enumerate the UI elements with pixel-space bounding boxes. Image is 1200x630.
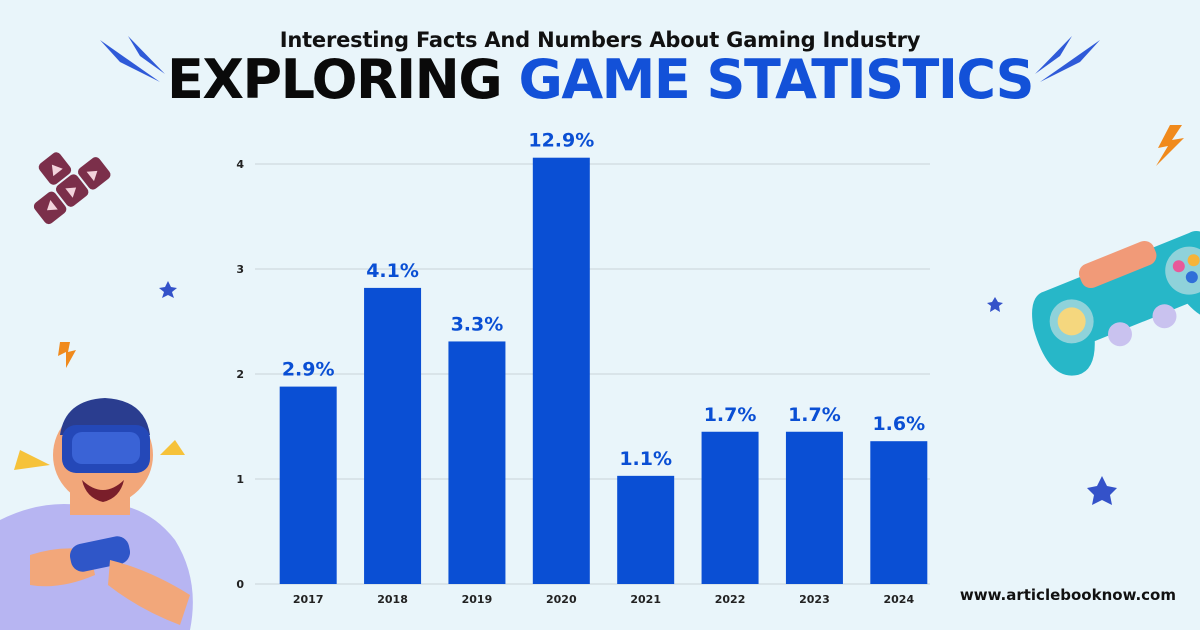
title-part-game-statistics: GAME STATISTICS xyxy=(518,48,1035,111)
data-label: 1.1% xyxy=(619,448,672,470)
bar xyxy=(448,341,506,584)
data-label: 3.3% xyxy=(451,313,504,335)
bar xyxy=(364,287,422,584)
right-swoosh-icon xyxy=(1035,36,1100,82)
y-tick-label: 2 xyxy=(236,368,244,381)
subtitle: Interesting Facts And Numbers About Gami… xyxy=(279,28,921,52)
x-axis-ticks: 2017 2018 2019 2020 2021 2022 2023 2024 xyxy=(293,593,915,606)
data-label: 4.1% xyxy=(366,260,419,282)
y-axis-ticks: 0 1 2 3 4 xyxy=(236,158,244,591)
star-icon xyxy=(987,297,1003,312)
x-tick-label: 2022 xyxy=(715,593,746,606)
x-tick-label: 2019 xyxy=(462,593,493,606)
x-tick-label: 2021 xyxy=(630,593,661,606)
bar xyxy=(701,431,759,584)
x-tick-label: 2024 xyxy=(884,593,915,606)
lightning-icon xyxy=(1156,125,1184,166)
game-controller-icon xyxy=(1032,231,1200,376)
y-tick-label: 1 xyxy=(236,473,244,486)
data-label: 1.6% xyxy=(872,413,925,435)
website-link[interactable]: www.articlebooknow.com xyxy=(959,586,1176,604)
bars xyxy=(279,157,928,584)
x-tick-label: 2020 xyxy=(546,593,577,606)
bar xyxy=(617,475,675,584)
y-tick-label: 3 xyxy=(236,263,244,276)
star-icon xyxy=(159,281,177,298)
x-tick-label: 2018 xyxy=(377,593,408,606)
x-tick-label: 2017 xyxy=(293,593,324,606)
vr-gamer-illustration xyxy=(0,398,193,630)
data-label: 12.9% xyxy=(528,130,594,152)
data-label: 1.7% xyxy=(788,404,841,426)
x-tick-label: 2023 xyxy=(799,593,830,606)
bar xyxy=(870,441,928,584)
bar xyxy=(785,431,843,584)
keypad-icon xyxy=(33,152,111,225)
star-icon xyxy=(1087,476,1117,505)
y-tick-label: 4 xyxy=(236,158,244,171)
data-label: 1.7% xyxy=(704,404,757,426)
y-tick-label: 0 xyxy=(236,578,244,591)
title-part-exploring: EXPLORING xyxy=(167,48,503,111)
left-swoosh-icon xyxy=(100,36,165,82)
data-label: 2.9% xyxy=(282,359,335,381)
page-title: EXPLORING GAME STATISTICS xyxy=(0,48,1200,112)
lightning-icon xyxy=(58,342,76,368)
bar xyxy=(279,386,337,584)
data-labels: 2.9% 4.1% 3.3% 12.9% 1.1% 1.7% 1.7% 1.6% xyxy=(282,130,925,470)
bar xyxy=(532,157,590,584)
